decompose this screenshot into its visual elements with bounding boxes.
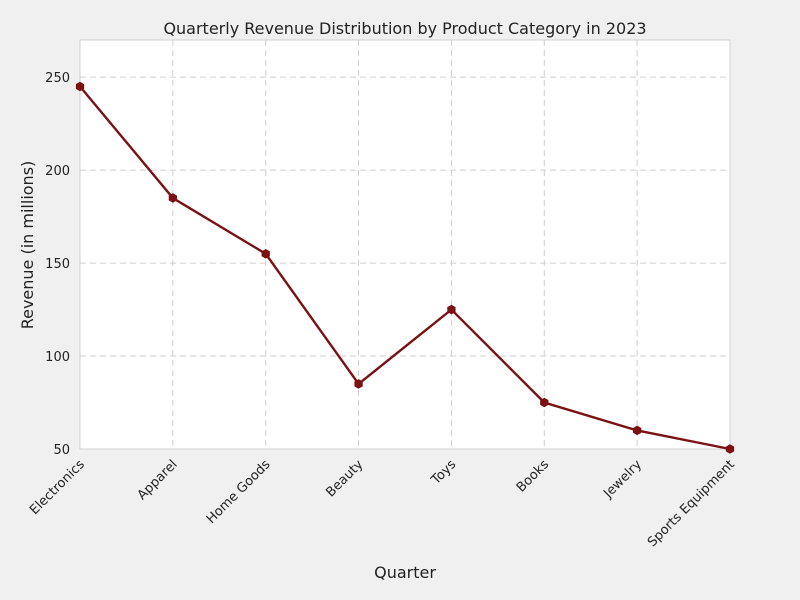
y-tick-label: 250 bbox=[45, 71, 70, 86]
data-point bbox=[75, 81, 85, 92]
y-tick-label: 200 bbox=[45, 164, 70, 179]
data-point bbox=[633, 425, 642, 436]
data-point bbox=[540, 397, 549, 408]
y-tick-label: 100 bbox=[45, 350, 70, 365]
y-axis-label: Revenue (in millions) bbox=[18, 161, 37, 330]
x-tick-label: Toys bbox=[428, 457, 459, 488]
data-point bbox=[261, 249, 270, 259]
series-line bbox=[79, 85, 731, 451]
x-tick-label: Beauty bbox=[323, 457, 366, 500]
x-axis-label: Quarter bbox=[374, 563, 436, 582]
x-tick-label: Books bbox=[514, 457, 552, 495]
y-axis-ticks: 50 100 150 200 250 bbox=[45, 71, 70, 458]
y-tick-label: 150 bbox=[45, 257, 70, 272]
x-tick-label: Electronics bbox=[27, 457, 88, 518]
data-point bbox=[447, 304, 456, 315]
x-tick-label: Home Goods bbox=[204, 457, 274, 527]
series-layer bbox=[75, 81, 735, 454]
data-point bbox=[354, 379, 363, 389]
plot-area bbox=[79, 39, 731, 450]
data-point bbox=[725, 444, 735, 454]
data-point bbox=[168, 193, 177, 203]
chart-title: Quarterly Revenue Distribution by Produc… bbox=[163, 19, 646, 38]
x-axis-ticks: Electronics Apparel Home Goods Beauty Toys Bo… bbox=[27, 457, 738, 550]
x-tick-label: Sports Equipment bbox=[645, 457, 738, 550]
y-tick-label: 50 bbox=[53, 443, 70, 458]
x-tick-label: Jewelry bbox=[600, 457, 645, 502]
x-tick-label: Apparel bbox=[135, 457, 181, 503]
